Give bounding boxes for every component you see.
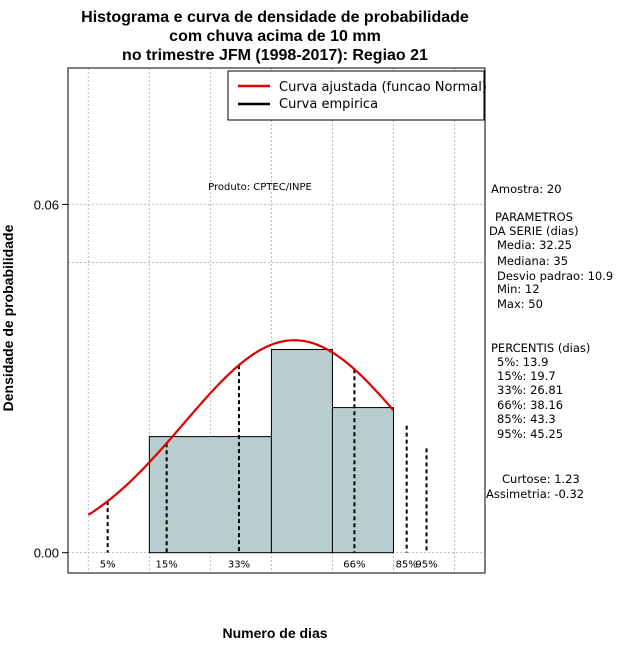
y-tick-label-0: 0.00: [34, 546, 59, 561]
side-panel-line-8: PERCENTIS (dias): [491, 341, 590, 355]
percentile-label-5: 95%: [415, 560, 437, 571]
histogram-bar-0: [148, 436, 272, 554]
side-panel-line-7: Max: 50: [497, 297, 543, 311]
grid-layer: [68, 68, 485, 573]
percentile-lines: 5% 15% 33% 66% 85%95%: [100, 365, 438, 571]
side-panel-line-12: 66%: 38.16: [497, 398, 563, 412]
chart-title-line-1: Histograma e curva de densidade de proba…: [81, 9, 469, 26]
side-panel-line-11: 33%: 26.81: [497, 383, 563, 397]
side-panel-line-5: Desvio padrao: 10.9: [497, 269, 613, 283]
side-panel-line-3: Media: 32.25: [497, 238, 572, 252]
percentile-label-3: 66%: [343, 560, 365, 571]
curve-layer: [87, 339, 395, 516]
histogram-bar-2: [331, 407, 394, 554]
chart-title-line-3: no trimestre JFM (1998-2017): Regiao 21: [122, 47, 428, 64]
y-axis: 0.00 0.06: [34, 197, 68, 561]
side-panel-line-6: Min: 12: [497, 282, 540, 296]
side-panel-line-4: Mediana: 35: [497, 254, 568, 268]
side-panel-line-9: 5%: 13.9: [497, 355, 548, 369]
y-tick-label-1: 0.06: [34, 197, 59, 212]
percentile-label-4: 85%: [396, 560, 418, 571]
percentile-label-1: 15%: [156, 560, 178, 571]
legend-box: [227, 70, 485, 121]
chart-title-line-2: com chuva acima de 10 mm: [169, 28, 381, 45]
fitted-normal-curve: [87, 339, 395, 516]
x-axis-label: Numero de dias: [222, 625, 327, 641]
bars-layer: [148, 349, 394, 554]
product-note: Produto: CPTEC/INPE: [208, 182, 312, 193]
percentile-label-0: 5%: [100, 560, 116, 571]
histogram-bar-1: [270, 349, 333, 554]
side-panel-line-16: Assimetria: -0.32: [486, 487, 584, 501]
legend: Curva ajustada (funcao Normal) Curva emp…: [227, 70, 487, 121]
side-panel-line-13: 85%: 43.3: [497, 412, 556, 426]
side-panel-line-15: Curtose: 1.23: [502, 472, 580, 486]
plot-frame: [67, 67, 486, 574]
side-panel-line-14: 95%: 45.25: [497, 427, 563, 441]
side-panel-line-1: PARAMETROS: [495, 210, 573, 224]
legend-label-empirical: Curva empirica: [279, 97, 378, 112]
side-panel-line-10: 15%: 19.7: [497, 369, 556, 383]
y-axis-label: Densidade de probabilidade: [0, 224, 16, 411]
side-panel-line-2: DA SERIE (dias): [489, 224, 579, 238]
legend-label-fitted: Curva ajustada (funcao Normal): [279, 80, 487, 95]
side-panel-line-0: Amostra: 20: [491, 182, 562, 196]
percentile-label-2: 33%: [228, 560, 250, 571]
